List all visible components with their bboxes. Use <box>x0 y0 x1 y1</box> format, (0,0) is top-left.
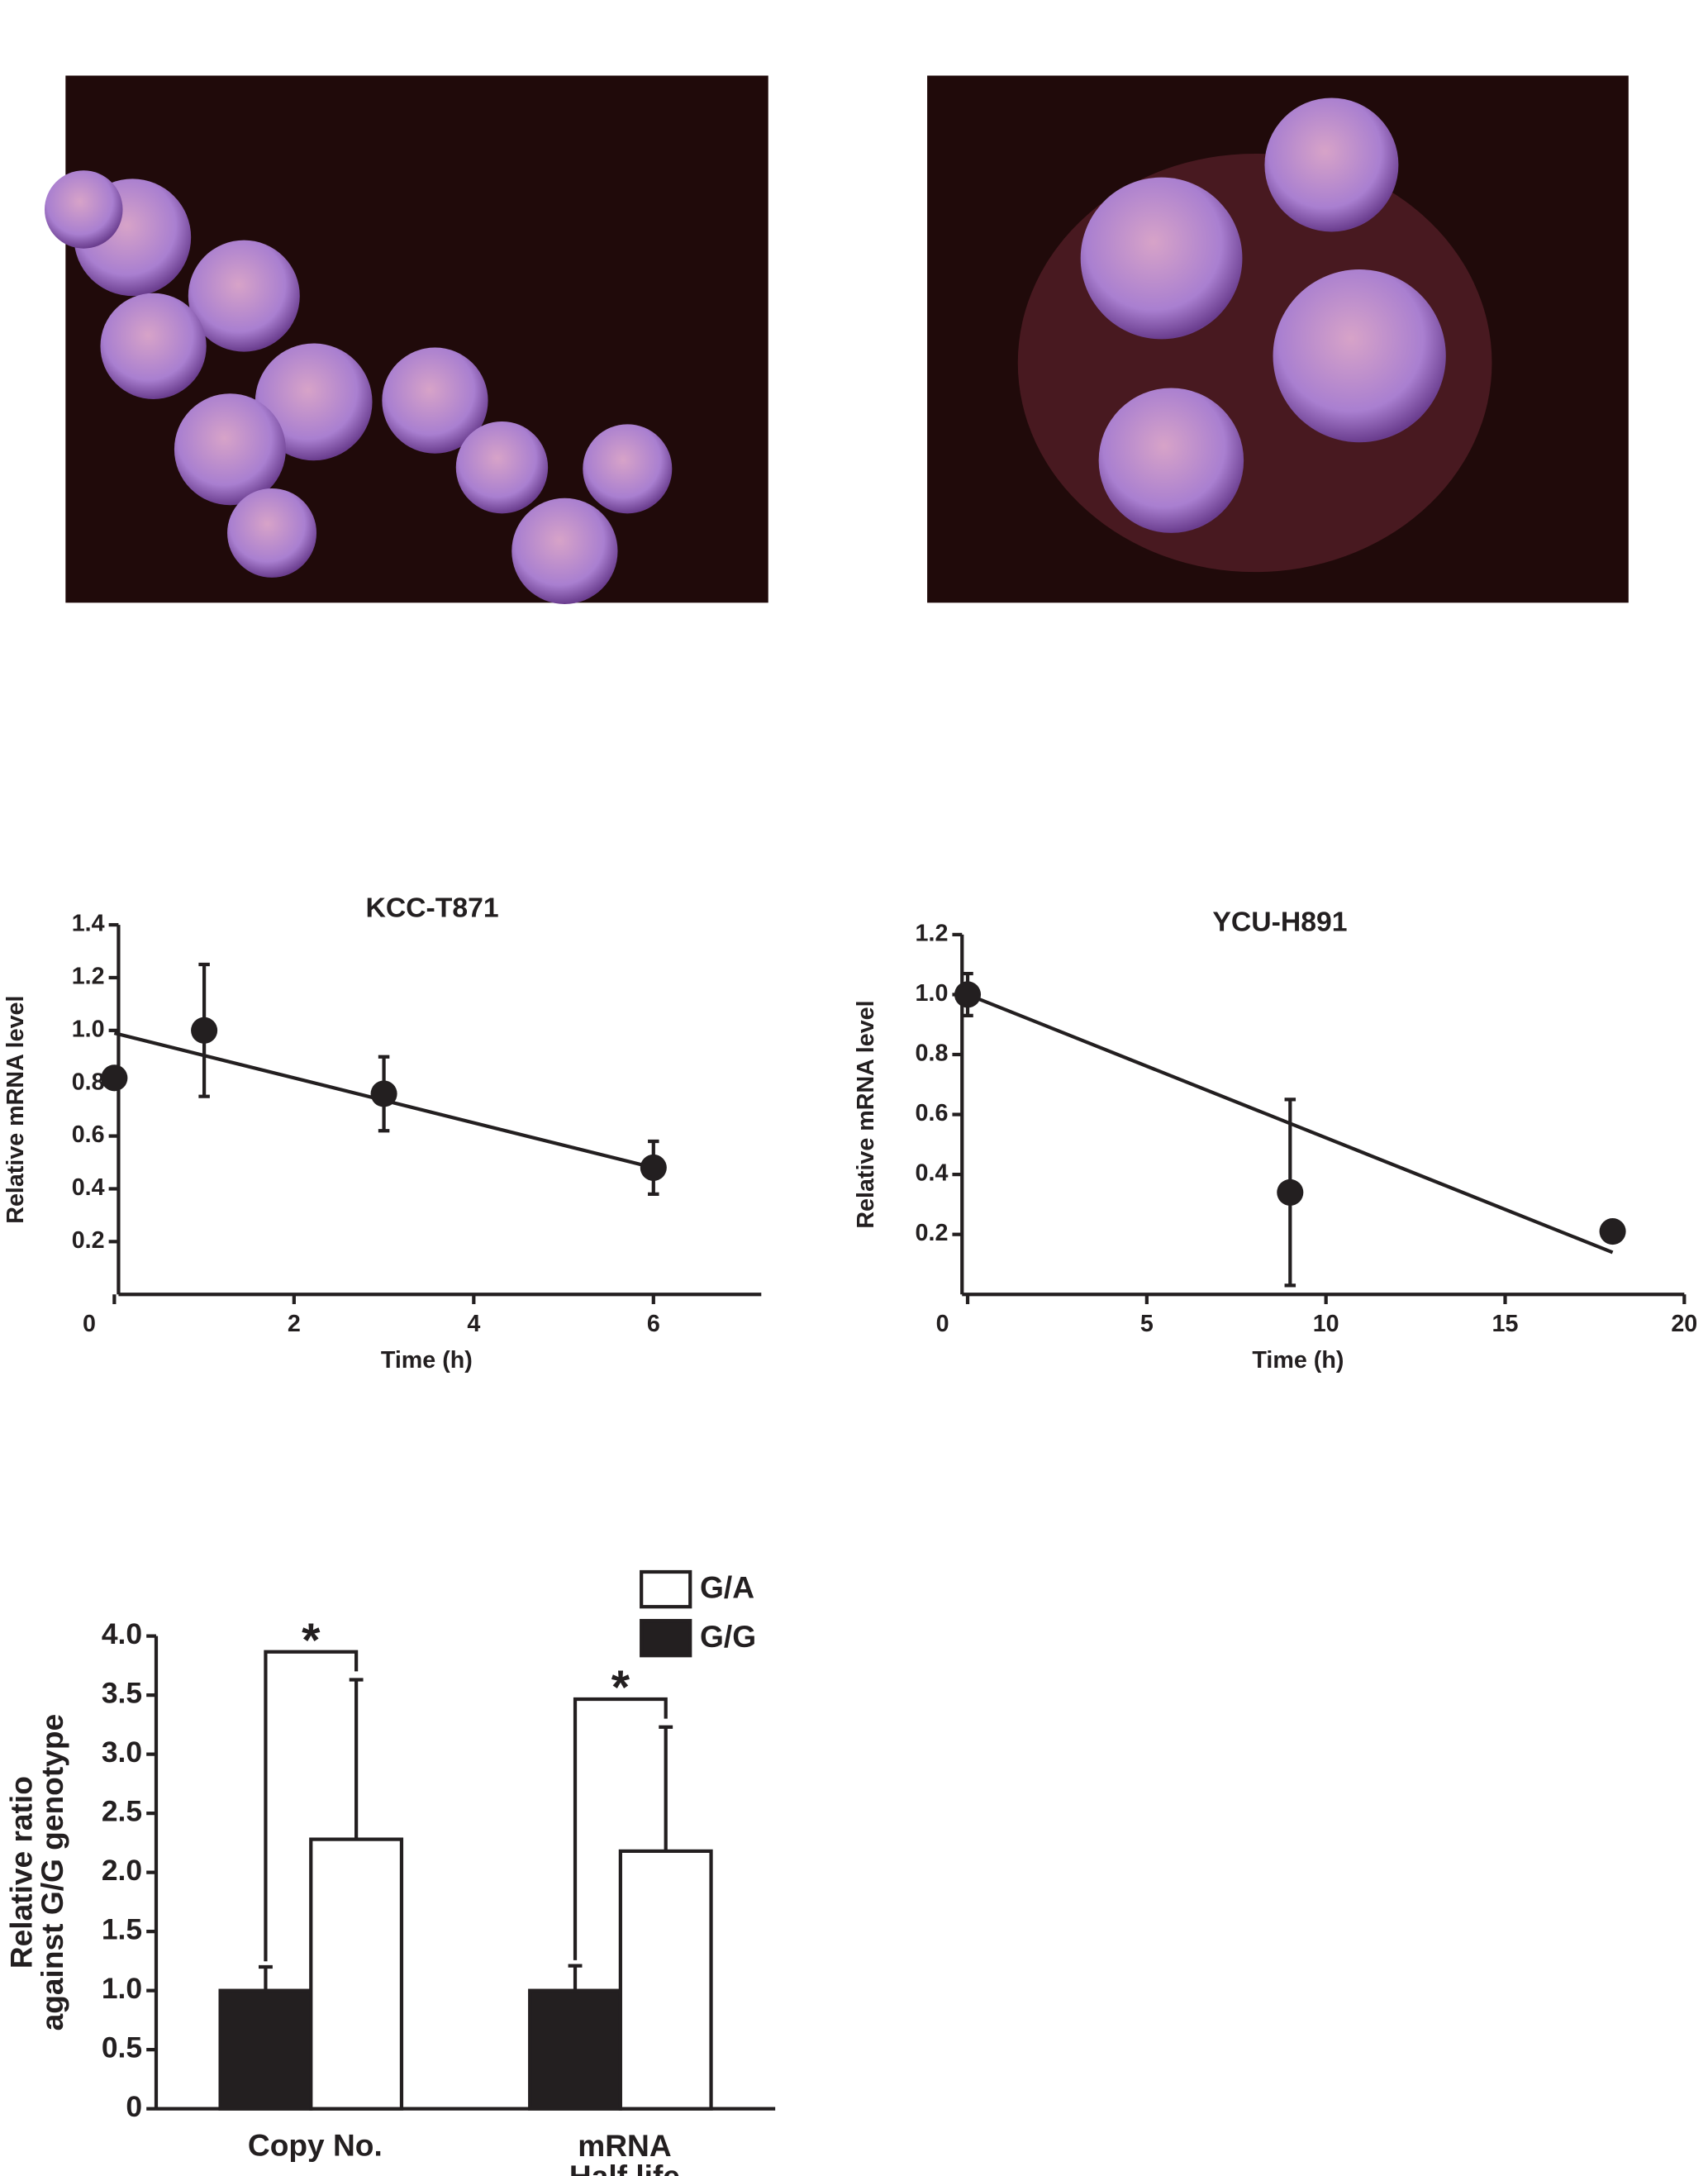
x-tick-label: 0 <box>83 1311 96 1337</box>
x-tick-label: mRNA Half life <box>569 2128 680 2176</box>
chart: 0 0.5 1.0 1.5 2.0 2.5 3.0 3.5 4.0 Relative ratioa… <box>3 1569 776 2176</box>
bar <box>618 1849 713 2111</box>
y-tick-label: 2.5 <box>102 1794 142 1827</box>
y-tick-label: 0.8 <box>72 1069 105 1095</box>
y-tick-label: 1.4 <box>72 911 105 937</box>
chart: YCU-H891 0.2 0.4 0.6 0.8 1.0 1.2 Relative mRNA … <box>853 906 1697 1373</box>
x-tick-label: 15 <box>1492 1311 1519 1337</box>
y-tick-label: 2.0 <box>102 1854 142 1887</box>
x-tick-label: Copy No. <box>248 2128 383 2163</box>
y-tick-label: 0.6 <box>72 1121 105 1148</box>
x-tick-label: 10 <box>1313 1311 1339 1337</box>
y-axis-label: Relative ratioagainst G/G genotype <box>3 1714 69 2031</box>
chart-title: YCU-H891 <box>1212 906 1347 937</box>
y-tick-label: 1.0 <box>102 1972 142 2005</box>
data-point <box>954 981 982 1008</box>
x-axis-label: Time (h) <box>1252 1347 1344 1374</box>
x-tick-label: 2 <box>288 1311 301 1337</box>
y-tick-label: 1.5 <box>102 1912 142 1945</box>
bar <box>218 1988 313 2111</box>
data-point <box>191 1017 218 1044</box>
data-point <box>640 1154 667 1181</box>
x-axis-label: Time (h) <box>381 1347 473 1374</box>
x-tick-label: 5 <box>1140 1311 1154 1337</box>
x-tick-label: 6 <box>647 1311 660 1337</box>
chart: KCC-T871 0.2 0.4 0.6 0.8 1.0 1.2 1.4 Relative mR… <box>2 892 762 1374</box>
annotation: * <box>611 1661 630 1714</box>
y-label-group: Relative mRNA level <box>2 996 29 1224</box>
data-point <box>101 1064 128 1092</box>
x-tick-label: 4 <box>467 1311 480 1337</box>
legend-swatch <box>640 1569 692 1609</box>
micrograph-right <box>927 75 1629 603</box>
y-tick-label: 4.0 <box>102 1617 142 1650</box>
x-tick-label: 20 <box>1671 1311 1697 1337</box>
y-axis-label: Relative mRNA level <box>853 1000 879 1228</box>
significance-bracket <box>573 1697 668 1960</box>
y-tick-label: 0.4 <box>72 1174 105 1201</box>
y-tick-label: 1.2 <box>72 964 105 990</box>
x-tick-label: 0 <box>936 1311 949 1337</box>
y-axis-label: Relative mRNA level <box>2 996 29 1224</box>
annotation: * <box>302 1614 321 1667</box>
bar <box>309 1837 404 2111</box>
y-tick-label: 1.2 <box>916 920 949 946</box>
y-label-group: Relative ratioagainst G/G genotype <box>3 1714 69 2031</box>
chart-title: KCC-T871 <box>365 892 498 923</box>
y-tick-label: 0.6 <box>916 1100 949 1126</box>
data-point <box>370 1080 397 1107</box>
legend-label: G/A <box>700 1570 754 1605</box>
y-tick-label: 0.2 <box>916 1220 949 1246</box>
y-tick-label: 0.4 <box>916 1160 949 1187</box>
legend-swatch <box>640 1618 692 1658</box>
bar <box>528 1988 622 2111</box>
y-tick-label: 3.5 <box>102 1676 142 1709</box>
y-tick-label: 1.0 <box>72 1016 105 1042</box>
legend-label: G/G <box>700 1619 756 1654</box>
y-tick-label: 0 <box>126 2090 142 2123</box>
micrograph-left <box>44 75 768 604</box>
y-tick-label: 0.8 <box>916 1040 949 1067</box>
y-tick-label: 3.0 <box>102 1736 142 1769</box>
y-tick-label: 0.5 <box>102 2031 142 2064</box>
y-tick-label: 1.0 <box>916 980 949 1007</box>
significance-bracket <box>264 1650 359 1962</box>
y-label-group: Relative mRNA level <box>853 1000 879 1228</box>
data-point <box>1599 1218 1626 1245</box>
y-tick-label: 0.2 <box>72 1227 105 1254</box>
data-point <box>1277 1178 1304 1206</box>
